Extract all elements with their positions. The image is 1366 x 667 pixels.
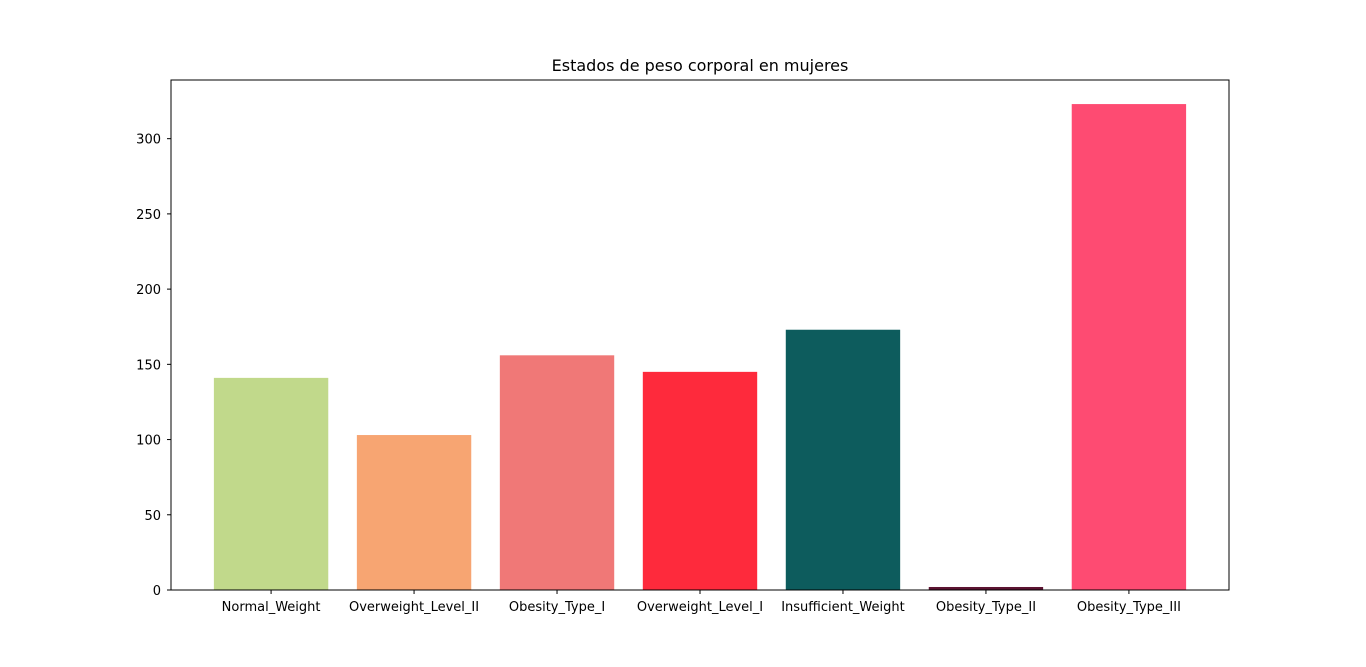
- x-tick-label: Insufficient_Weight: [781, 600, 905, 615]
- y-tick-label: 150: [136, 358, 161, 373]
- y-tick-label: 100: [136, 434, 161, 449]
- x-tick-label: Normal_Weight: [222, 600, 321, 615]
- plot-frame: [170, 79, 1230, 591]
- bar-insufficient-weight: [785, 329, 901, 590]
- y-tick-label: 50: [144, 509, 161, 524]
- bars-group: [213, 104, 1187, 590]
- y-axis: 0 50 100 150 200 250 300: [136, 133, 171, 599]
- y-tick-label: 0: [153, 584, 161, 599]
- x-axis: Normal_Weight Overweight_Level_II Obesity_…: [222, 590, 1181, 615]
- y-tick-label: 300: [136, 133, 161, 148]
- bar-obesity-type-i: [499, 355, 615, 590]
- y-tick-label: 250: [136, 208, 161, 223]
- x-tick-label: Overweight_Level_II: [349, 600, 479, 615]
- bar-overweight-level-i: [642, 371, 758, 590]
- bar-obesity-type-iii: [1071, 104, 1187, 590]
- bar-normal-weight: [213, 377, 329, 590]
- x-tick-label: Obesity_Type_I: [509, 600, 605, 615]
- y-tick-label: 200: [136, 283, 161, 298]
- x-tick-label: Obesity_Type_III: [1077, 600, 1181, 615]
- x-tick-label: Overweight_Level_I: [637, 600, 763, 615]
- bar-overweight-level-ii: [356, 435, 472, 590]
- bar-obesity-type-ii: [928, 586, 1044, 590]
- x-tick-label: Obesity_Type_II: [936, 600, 1036, 615]
- chart-title: Estados de peso corporal en mujeres: [552, 56, 849, 75]
